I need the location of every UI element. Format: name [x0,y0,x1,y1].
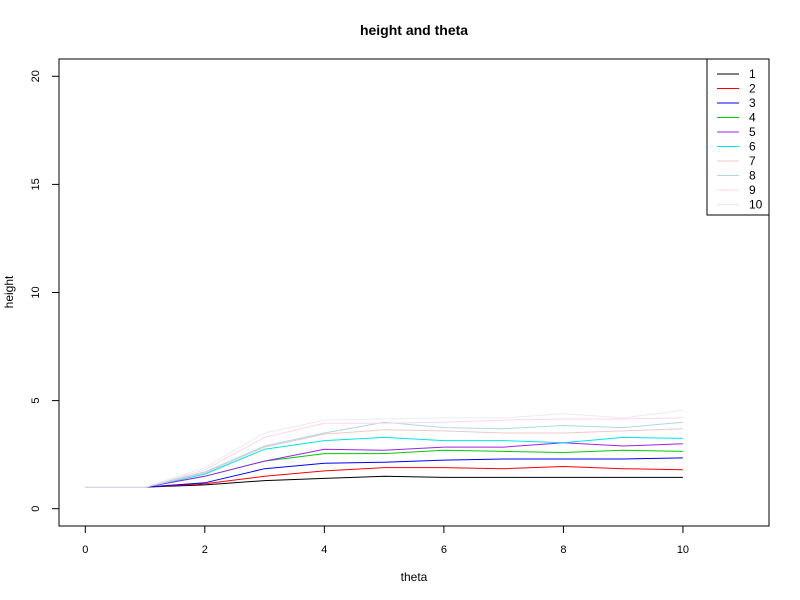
y-axis-label: height [2,275,16,308]
series-line-5 [85,442,683,488]
plot-box [58,58,770,527]
legend-label-2: 2 [749,82,756,96]
x-tick-label-0: 0 [82,544,88,556]
x-axis-label: theta [401,570,428,584]
series-line-6 [85,436,683,488]
series-line-10 [85,409,683,488]
chart-title: height and theta [360,22,468,38]
legend-label-7: 7 [749,154,756,168]
x-tick-label-5: 10 [677,544,689,556]
series-line-1 [85,475,683,488]
y-tick-label-4: 20 [30,70,42,82]
legend-label-10: 10 [749,198,763,212]
legend-label-1: 1 [749,67,756,81]
series-line-7 [85,428,683,488]
legend-label-3: 3 [749,96,756,110]
legend-label-5: 5 [749,125,756,139]
y-tick-label-1: 5 [30,398,42,404]
y-axis: 0 5 10 15 20 [30,70,60,512]
legend-label-8: 8 [749,169,756,183]
y-tick-label-2: 10 [30,286,42,298]
series-line-2 [85,465,683,488]
x-axis: 0 2 4 6 8 10 [82,525,689,556]
x-tick-label-4: 8 [560,544,566,556]
x-tick-label-3: 6 [441,544,447,556]
y-tick-label-3: 15 [30,178,42,190]
legend-box [706,58,770,216]
series-line-8 [85,421,683,488]
legend-label-4: 4 [749,111,756,125]
x-tick-label-1: 2 [202,544,208,556]
series-line-9 [85,417,683,488]
legend-label-6: 6 [749,140,756,154]
x-tick-label-2: 4 [321,544,327,556]
legend-label-9: 9 [749,183,756,197]
series-layer [85,409,683,488]
series-line-3 [85,457,683,488]
y-tick-label-0: 0 [30,506,42,512]
